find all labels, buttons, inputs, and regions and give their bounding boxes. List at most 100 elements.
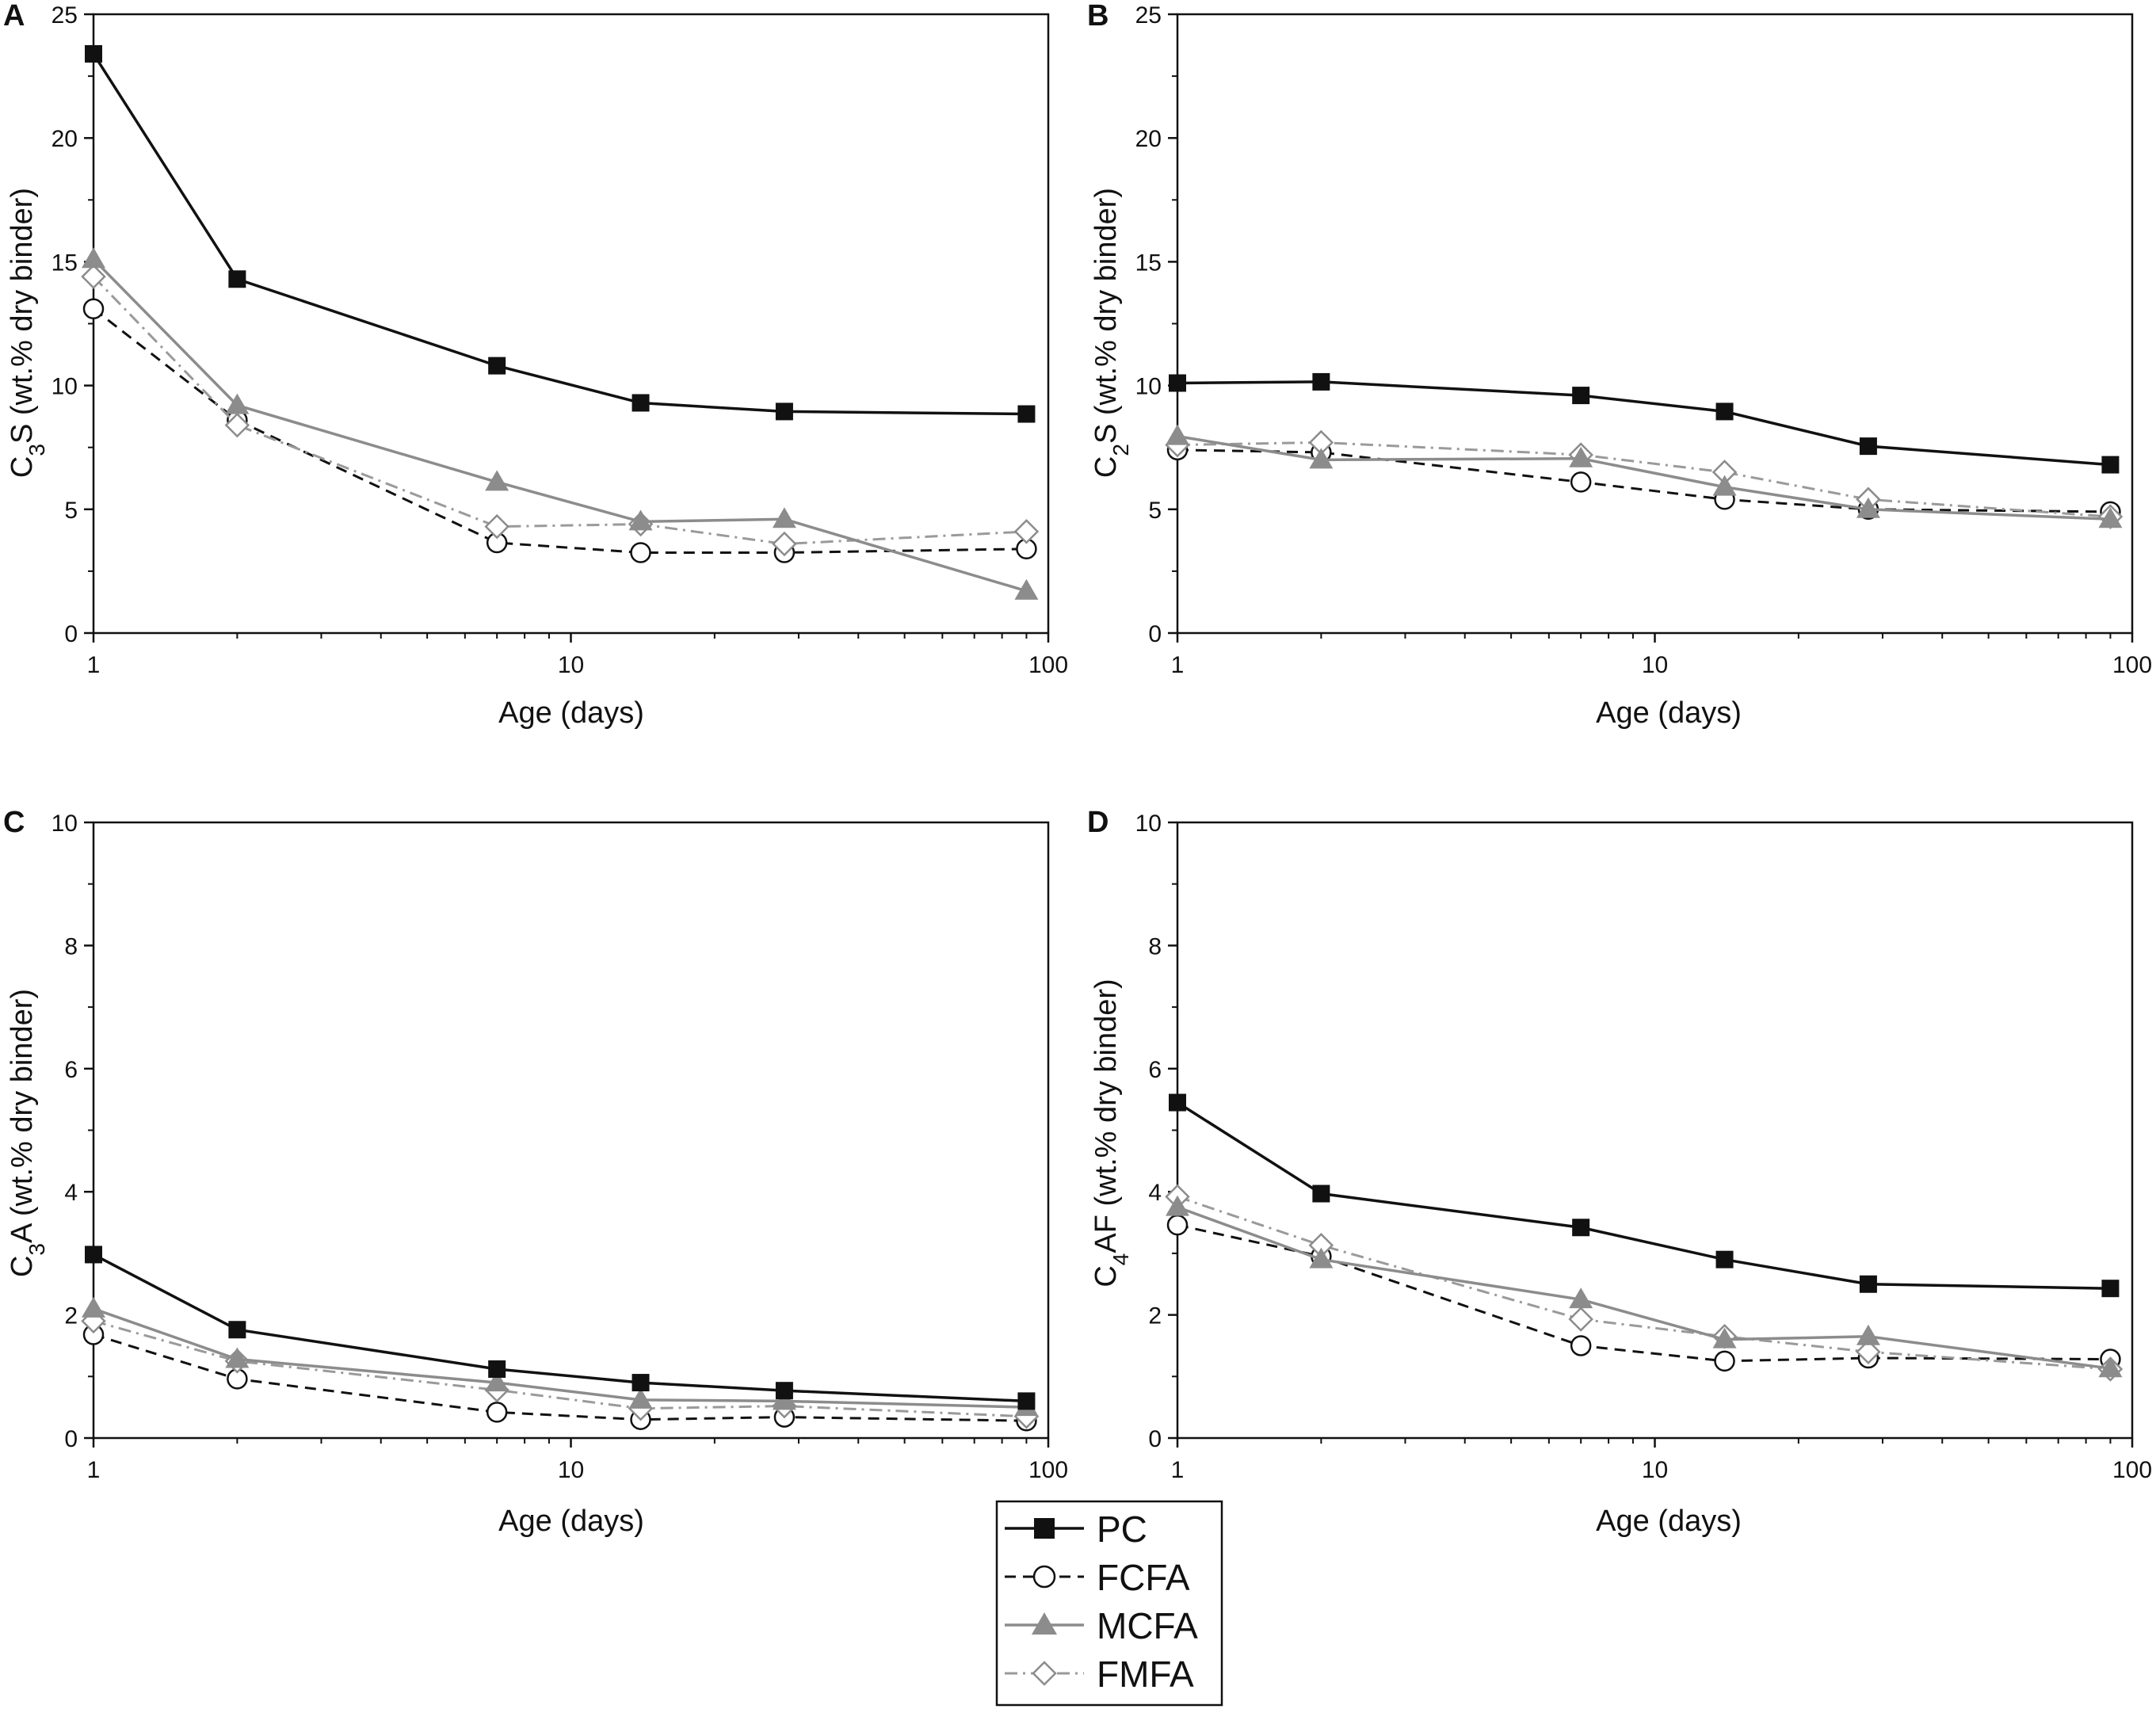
- point-pc: [1859, 1275, 1877, 1293]
- point-mcfa: [485, 470, 509, 491]
- point-pc: [775, 1382, 793, 1400]
- x-tick-label: 100: [1028, 1457, 1068, 1483]
- y-tick-label: 15: [52, 250, 78, 276]
- point-pc: [1312, 372, 1330, 391]
- x-tick-label: 100: [1028, 652, 1068, 678]
- series-line-mcfa: [1177, 1205, 2111, 1370]
- point-mcfa: [1569, 446, 1593, 467]
- point-fmfa: [1856, 1339, 1881, 1364]
- point-fmfa: [772, 531, 797, 557]
- series-line-fmfa: [93, 1319, 1027, 1418]
- point-fcfa: [82, 298, 105, 320]
- y-tick-label: 5: [1148, 498, 1162, 524]
- x-axis-label: Age (days): [1596, 1505, 1742, 1538]
- point-pc: [85, 1246, 102, 1264]
- point-pc: [1859, 437, 1877, 456]
- series-line-fmfa: [1177, 441, 2111, 518]
- point-mcfa: [1309, 1247, 1334, 1268]
- point-pc: [1017, 405, 1036, 423]
- point-fmfa: [1568, 1307, 1593, 1332]
- plot-frame: [92, 821, 1050, 1440]
- series-line-pc: [92, 53, 1027, 416]
- y-axis-label: C4AF (wt.% dry binder): [1089, 978, 1133, 1287]
- y-axis-label: C2S (wt.% dry binder): [1089, 188, 1133, 478]
- point-mcfa: [1166, 424, 1189, 445]
- plot-area-b: 0 5 10 15 20 25 1 10 100: [1135, 2, 2152, 678]
- point-mcfa: [225, 393, 250, 414]
- x-tick-label: 1: [1171, 1457, 1185, 1483]
- point-pc: [85, 44, 102, 63]
- x-tick-label: 10: [1642, 652, 1668, 678]
- series-line-fmfa: [1177, 1195, 2111, 1371]
- point-pc: [1017, 1392, 1036, 1410]
- point-fcfa: [1166, 1214, 1189, 1236]
- point-pc: [632, 1374, 650, 1392]
- y-tick-label: 15: [1135, 250, 1162, 276]
- y-tick-label: 2: [1148, 1303, 1162, 1329]
- point-mcfa: [628, 509, 653, 531]
- series-line-fcfa: [93, 307, 1027, 554]
- point-mcfa: [1166, 1195, 1189, 1216]
- point-pc: [1715, 1250, 1734, 1268]
- x-tick-label: 100: [2112, 1457, 2152, 1483]
- series-line-pc: [1177, 380, 2111, 467]
- point-fcfa: [486, 1402, 508, 1423]
- y-axis-label: C3S (wt.% dry binder): [6, 188, 49, 478]
- x-tick-label: 10: [1642, 1457, 1668, 1483]
- point-fmfa: [81, 264, 106, 289]
- y-tick-label: 0: [64, 621, 78, 647]
- y-tick-label: 20: [1135, 126, 1162, 152]
- plot-frame: [1176, 821, 2134, 1440]
- legend-label: MCFA: [1097, 1605, 1198, 1646]
- point-mcfa: [1712, 1327, 1737, 1349]
- y-tick-label: 5: [64, 498, 78, 524]
- point-pc: [1572, 1219, 1590, 1237]
- point-pc: [2101, 1280, 2120, 1298]
- point-fcfa: [1570, 1335, 1592, 1356]
- point-mcfa: [772, 507, 796, 528]
- panel-letter: D: [1087, 806, 1109, 839]
- y-tick-label: 0: [1148, 621, 1162, 647]
- y-tick-label: 4: [1148, 1180, 1162, 1206]
- point-fmfa: [484, 513, 509, 540]
- point-mcfa: [1712, 475, 1737, 496]
- y-tick-label: 25: [1135, 2, 1162, 29]
- point-mcfa: [1856, 1324, 1880, 1345]
- panel-c: C 0 2 4 6 8 10 1 10 100 Age (days) C3A (wt.% dry…: [3, 806, 1068, 1538]
- series-line-mcfa: [93, 1307, 1027, 1409]
- series-line-pc: [93, 1253, 1027, 1403]
- x-tick-label: 100: [2112, 652, 2152, 678]
- legend-entry-mcfa: MCFA: [1005, 1605, 1198, 1646]
- point-pc: [2101, 456, 2120, 474]
- point-mcfa: [2098, 1356, 2123, 1378]
- point-mcfa: [485, 1371, 509, 1392]
- x-axis-label: Age (days): [1596, 696, 1742, 730]
- point-fcfa: [1714, 1350, 1735, 1372]
- point-mcfa: [1309, 448, 1334, 469]
- plot-area-c: 0 2 4 6 8 10 1 10 100: [52, 811, 1068, 1483]
- point-mcfa: [82, 247, 105, 269]
- point-pc: [488, 1360, 506, 1378]
- point-pc: [1169, 374, 1186, 392]
- y-tick-label: 10: [52, 811, 78, 837]
- point-mcfa: [82, 1296, 105, 1318]
- y-tick-label: 6: [64, 1057, 78, 1083]
- legend-marker-open-diamond: [1032, 1661, 1057, 1686]
- y-tick-label: 10: [1135, 374, 1162, 400]
- plot-frame: [92, 13, 1050, 635]
- x-tick-label: 1: [87, 1457, 101, 1483]
- legend-marker-filled-triangle: [1032, 1612, 1057, 1635]
- point-pc: [1572, 387, 1590, 405]
- x-axis-label: Age (days): [498, 1505, 644, 1538]
- point-pc: [1715, 402, 1734, 421]
- y-tick-label: 0: [1148, 1426, 1162, 1452]
- series-line-mcfa: [92, 258, 1027, 593]
- x-tick-label: 1: [1171, 652, 1185, 678]
- legend-entry-fmfa: FMFA: [1005, 1654, 1194, 1695]
- legend-label: FCFA: [1097, 1557, 1190, 1598]
- point-mcfa: [1014, 578, 1039, 600]
- x-tick-label: 1: [87, 652, 101, 678]
- series-line-pc: [1177, 1101, 2111, 1290]
- point-fmfa: [224, 412, 250, 438]
